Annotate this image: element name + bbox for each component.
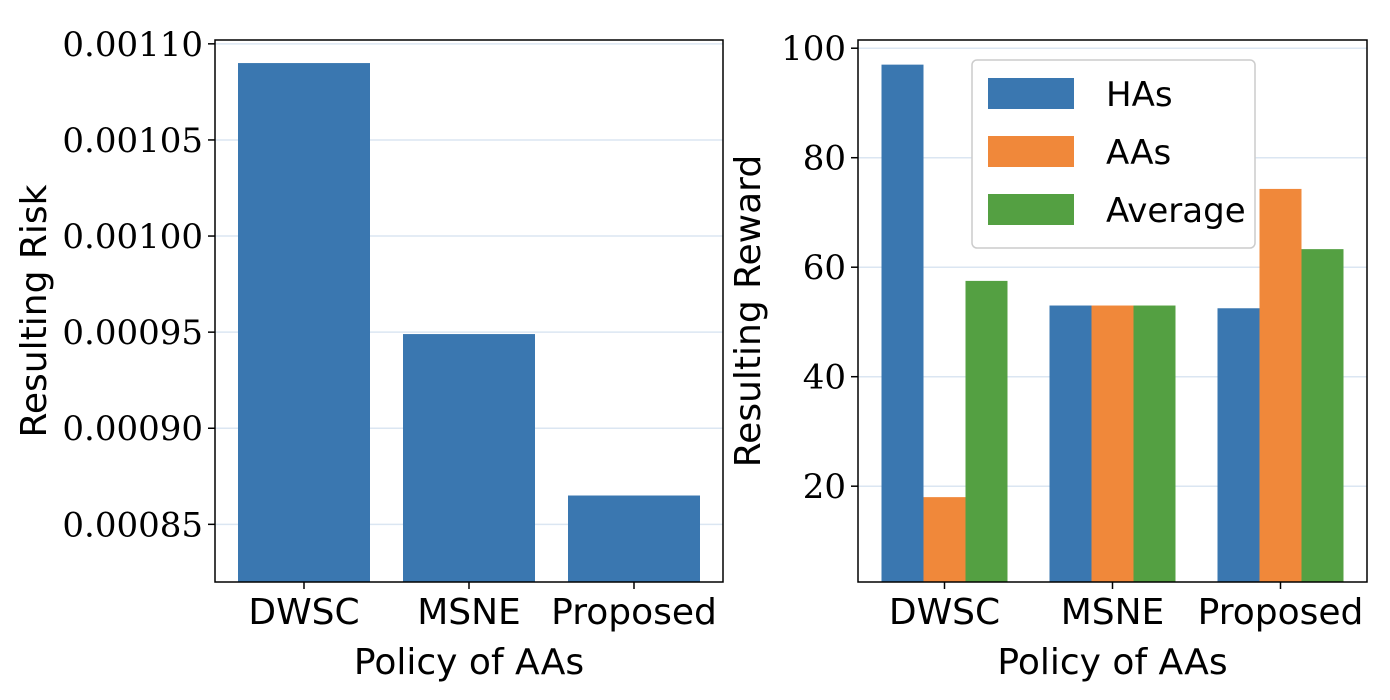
y-axis-title: Resulting Risk <box>14 184 55 437</box>
bar-has-dwsc <box>881 64 924 583</box>
y-tick-label: 100 <box>781 29 846 69</box>
x-axis-title: Policy of AAs <box>354 642 584 683</box>
y-tick-label: 20 <box>803 467 846 507</box>
x-tick-label: MSNE <box>1061 592 1165 633</box>
legend-label-has: HAs <box>1106 75 1173 115</box>
x-tick-label: Proposed <box>1198 592 1364 633</box>
bar-average-proposed <box>1301 249 1344 582</box>
y-tick-label: 0.00110 <box>62 25 203 65</box>
legend: HAs AAs Average <box>971 59 1256 249</box>
bar-has-msne <box>1049 305 1092 582</box>
bar-average-dwsc <box>965 280 1008 582</box>
y-tick-label: 0.00095 <box>62 313 203 353</box>
y-tick-label: 0.00090 <box>62 409 203 449</box>
bar-average-msne <box>1133 305 1176 582</box>
y-tick-label: 0.00105 <box>62 121 203 161</box>
bar-dwsc <box>238 63 370 582</box>
x-tick-label: Proposed <box>551 592 717 633</box>
legend-swatch-average <box>988 194 1074 225</box>
legend-label-average: Average <box>1106 191 1246 231</box>
reward-chart: 20 40 60 80 100 DWSC MSNE Proposed Policy of AAs… <box>728 29 1368 683</box>
y-axis-title: Resulting Reward <box>728 155 769 467</box>
y-tick-label: 0.00085 <box>62 505 203 545</box>
legend-swatch-has <box>988 78 1074 109</box>
bar-has-proposed <box>1217 308 1260 582</box>
y-tick-label: 0.00100 <box>62 217 203 257</box>
y-tick-label: 40 <box>803 358 846 398</box>
bar-aas-msne <box>1091 305 1134 582</box>
legend-swatch-aas <box>988 136 1074 167</box>
bar-aas-proposed <box>1259 188 1302 582</box>
bar-proposed <box>568 495 700 582</box>
risk-chart: 0.00085 0.00090 0.00095 0.00100 0.00105 0.001… <box>14 25 724 683</box>
bar-aas-dwsc <box>923 497 966 582</box>
x-axis-title: Policy of AAs <box>997 642 1227 683</box>
x-tick-label: MSNE <box>417 592 521 633</box>
x-tick-label: DWSC <box>248 592 359 633</box>
x-tick-label: DWSC <box>889 592 1000 633</box>
y-tick-label: 80 <box>803 139 846 179</box>
bar-msne <box>403 334 535 582</box>
y-tick-label: 60 <box>803 248 846 288</box>
legend-label-aas: AAs <box>1106 133 1171 173</box>
